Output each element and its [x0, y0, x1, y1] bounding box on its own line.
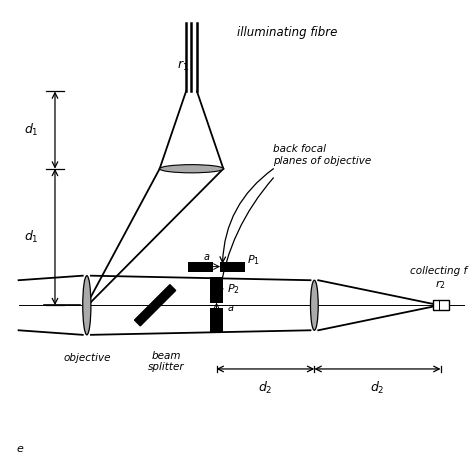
- Ellipse shape: [83, 276, 91, 335]
- Bar: [220, 262, 245, 272]
- Text: illuminating fibre: illuminating fibre: [237, 26, 337, 39]
- Text: $P_1$: $P_1$: [247, 253, 260, 267]
- Text: beam
splitter: beam splitter: [148, 351, 185, 373]
- Bar: [188, 262, 213, 272]
- Text: $d_2$: $d_2$: [370, 380, 385, 396]
- Ellipse shape: [160, 164, 223, 173]
- Text: $P_2$: $P_2$: [228, 283, 240, 296]
- Text: collecting f: collecting f: [410, 266, 467, 276]
- Bar: [210, 308, 223, 333]
- Text: $d_1$: $d_1$: [24, 122, 39, 138]
- Text: back focal
planes of objective: back focal planes of objective: [273, 144, 372, 166]
- Bar: [210, 277, 223, 302]
- Text: $r_2$: $r_2$: [435, 278, 446, 291]
- Text: $d_2$: $d_2$: [258, 380, 273, 396]
- Text: $r_1$: $r_1$: [177, 59, 189, 73]
- Text: objective: objective: [63, 353, 110, 363]
- Text: $a$: $a$: [227, 302, 234, 312]
- Polygon shape: [135, 285, 176, 326]
- Text: $a$: $a$: [203, 252, 210, 262]
- Bar: [433, 300, 448, 310]
- Text: $d_1$: $d_1$: [24, 229, 39, 245]
- Text: e: e: [16, 444, 23, 454]
- Ellipse shape: [310, 280, 318, 330]
